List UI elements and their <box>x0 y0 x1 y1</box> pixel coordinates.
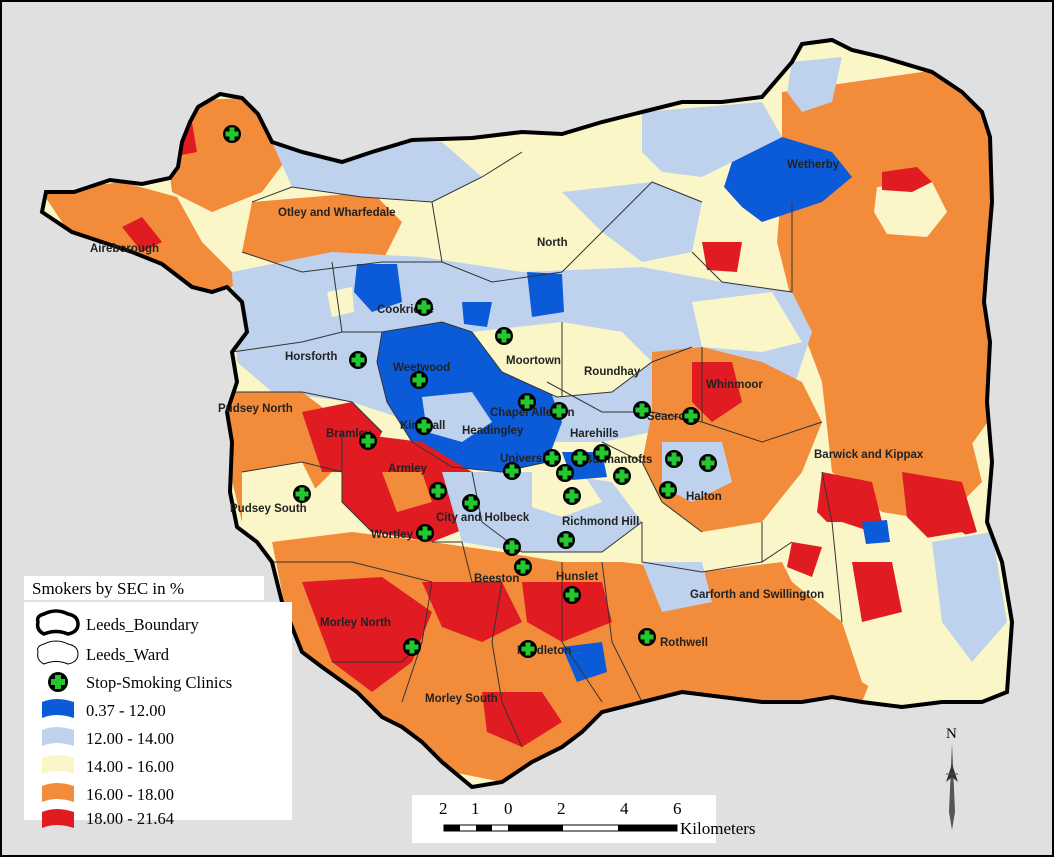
ward-label: Moortown <box>506 355 561 367</box>
ward-label: Headingley <box>462 425 524 437</box>
ward-label: Beeston <box>474 573 519 585</box>
ward-label: Rothwell <box>660 637 708 649</box>
clinic-marker <box>557 531 575 549</box>
legend-class-label: 16.00 - 18.00 <box>86 785 174 804</box>
ward-label: Roundhay <box>584 366 641 378</box>
legend-class-label: 14.00 - 16.00 <box>86 757 174 776</box>
ward-label: Harehills <box>570 428 619 440</box>
clinic-marker <box>415 298 433 316</box>
clinic-marker <box>518 393 536 411</box>
clinic-marker <box>415 417 433 435</box>
ward-label: Hunslet <box>556 571 598 583</box>
ward-symbol <box>37 640 79 665</box>
clinic-marker <box>403 638 421 656</box>
ward-label: City and Holbeck <box>436 512 530 524</box>
north-label: N <box>946 726 957 742</box>
clinic-marker <box>556 464 574 482</box>
ward-label: Garforth and Swillington <box>690 589 824 601</box>
class-swatch-0 <box>42 699 74 718</box>
ward-label: Pudsey North <box>218 403 293 415</box>
clinic-marker <box>495 327 513 345</box>
ward-label: University <box>500 453 556 465</box>
ward-label: Whinmoor <box>706 379 763 391</box>
clinic-marker <box>223 125 241 143</box>
clinic-marker <box>563 487 581 505</box>
ward-label: Halton <box>686 491 722 503</box>
class-swatch-4 <box>42 809 74 828</box>
clinic-marker <box>659 481 677 499</box>
clinic-marker <box>682 407 700 425</box>
clinic-marker <box>550 402 568 420</box>
clinic-marker <box>293 485 311 503</box>
clinic-marker <box>613 467 631 485</box>
class-swatch-1 <box>42 727 74 746</box>
ward-label: Seacroft <box>647 411 693 423</box>
boundary-symbol <box>35 609 80 636</box>
ward-label: Armley <box>388 463 428 475</box>
scale-bar: 2 1 0 2 4 6 Kilometers <box>412 795 756 843</box>
clinic-marker <box>410 371 428 389</box>
ward-label: Morley North <box>320 617 391 629</box>
clinic-marker <box>349 351 367 369</box>
legend-boundary-label: Leeds_Boundary <box>86 615 199 634</box>
scale-tick-label: 2 <box>557 799 566 818</box>
ward-label: Wortley <box>371 529 414 541</box>
clinic-marker <box>503 462 521 480</box>
legend-clinics-label: Stop-Smoking Clinics <box>86 673 232 692</box>
scale-tick-label: 0 <box>504 799 513 818</box>
scale-tick-label: 1 <box>471 799 480 818</box>
clinic-marker <box>638 628 656 646</box>
north-arrow: N <box>946 726 958 830</box>
class-swatch-3 <box>42 783 74 802</box>
clinic-marker <box>359 432 377 450</box>
legend-class-label: 0.37 - 12.00 <box>86 701 166 720</box>
class-swatch-2 <box>42 755 74 774</box>
scale-tick-label: 2 <box>439 799 448 818</box>
scale-bar-box <box>412 795 716 843</box>
ward-label: Pudsey South <box>230 503 307 515</box>
clinic-marker <box>593 444 611 462</box>
clinic-symbol <box>48 672 68 692</box>
clinic-marker <box>633 401 651 419</box>
scale-tick-label: 4 <box>620 799 629 818</box>
clinic-marker <box>416 524 434 542</box>
ward-label: Otley and Wharfedale <box>278 207 396 219</box>
legend-title: Smokers by SEC in % <box>32 579 184 598</box>
legend-class-label: 12.00 - 14.00 <box>86 729 174 748</box>
legend: Smokers by SEC in % Leeds_Boundary Leeds… <box>24 576 292 828</box>
scale-unit: Kilometers <box>680 819 756 838</box>
clinic-marker <box>665 450 683 468</box>
clinic-marker <box>429 482 447 500</box>
legend-class-label: 18.00 - 21.64 <box>86 809 174 828</box>
clinic-marker <box>519 640 537 658</box>
clinic-marker <box>699 454 717 472</box>
ward-label: Wetherby <box>787 159 840 171</box>
ward-label: Morley South <box>425 693 498 705</box>
clinic-marker <box>563 586 581 604</box>
ward-label: Weetwood <box>393 362 450 374</box>
ward-label: Barwick and Kippax <box>814 449 924 461</box>
ward-label: Aireborough <box>90 243 159 255</box>
clinic-marker <box>503 538 521 556</box>
legend-title-box <box>24 576 264 600</box>
ward-boundaries <box>227 151 843 748</box>
legend-ward-label: Leeds_Ward <box>86 645 170 664</box>
clinic-marker <box>514 558 532 576</box>
clinic-markers <box>223 125 717 658</box>
ward-label: North <box>537 237 568 249</box>
clinic-marker <box>462 494 480 512</box>
ward-label: Richmond Hill <box>562 516 639 528</box>
ward-label: Horsforth <box>285 351 337 363</box>
clinic-marker <box>543 449 561 467</box>
scale-tick-label: 6 <box>673 799 682 818</box>
clinic-marker <box>571 449 589 467</box>
